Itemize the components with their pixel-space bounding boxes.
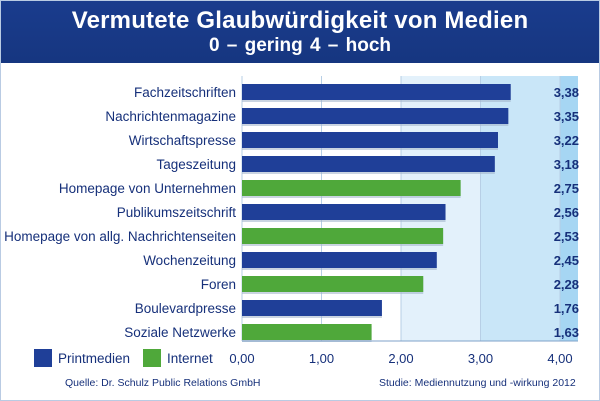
bar	[242, 276, 424, 292]
source-note: Quelle: Dr. Schulz Public Relations GmbH	[65, 377, 261, 389]
value-label: 2,28	[554, 277, 579, 292]
value-label: 2,56	[554, 205, 579, 220]
bar	[242, 324, 372, 340]
value-label: 1,63	[554, 325, 579, 340]
category-label: Foren	[201, 277, 236, 292]
bar	[242, 156, 495, 172]
value-label: 3,22	[554, 133, 579, 148]
chart-header: Vermutete Glaubwürdigkeit von Medien 0 –…	[1, 1, 599, 63]
value-label: 2,75	[554, 181, 579, 196]
tick-label: 3,00	[468, 351, 493, 366]
category-label: Publikumszeitschrift	[117, 205, 237, 220]
category-label: Wirtschaftspresse	[129, 133, 236, 148]
tick-label: 4,00	[547, 351, 572, 366]
legend-swatch-internet	[143, 349, 161, 367]
category-label: Fachzeitschriften	[134, 85, 236, 100]
category-label: Tageszeitung	[156, 157, 236, 172]
category-label: Nachrichtenmagazine	[105, 109, 236, 124]
bar	[242, 300, 382, 316]
value-label: 2,53	[554, 229, 579, 244]
chart-title: Vermutete Glaubwürdigkeit von Medien	[71, 7, 529, 34]
study-note: Studie: Mediennutzung und -wirkung 2012	[379, 377, 576, 389]
legend-label-internet: Internet	[167, 351, 213, 366]
bar	[242, 252, 437, 268]
category-label: Wochenzeitung	[143, 253, 236, 268]
value-label: 1,76	[554, 301, 579, 316]
tick-label: 1,00	[309, 351, 334, 366]
legend-swatch-print	[34, 349, 52, 367]
band-value-column	[560, 76, 578, 341]
chart-subtitle: 0 – gering 4 – hoch	[208, 35, 392, 56]
bar	[242, 108, 509, 124]
bar	[242, 228, 444, 244]
tick-label: 2,00	[388, 351, 413, 366]
value-label: 2,45	[554, 253, 579, 268]
bar	[242, 180, 461, 196]
bar	[242, 84, 511, 100]
bar-chart: Fachzeitschriften 3,38 Nachrichtenmagazine…	[4, 76, 579, 367]
category-label: Boulevardpresse	[135, 301, 236, 316]
tick-label: 0,00	[229, 351, 254, 366]
value-label: 3,35	[554, 109, 579, 124]
value-label: 3,38	[554, 85, 579, 100]
value-label: 3,18	[554, 157, 579, 172]
category-label: Homepage von Unternehmen	[59, 181, 236, 196]
bar	[242, 204, 446, 220]
legend-label-print: Printmedien	[58, 351, 130, 366]
bar	[242, 132, 498, 148]
category-label: Homepage von allg. Nachrichtenseiten	[4, 229, 236, 244]
category-label: Soziale Netzwerke	[124, 325, 236, 340]
